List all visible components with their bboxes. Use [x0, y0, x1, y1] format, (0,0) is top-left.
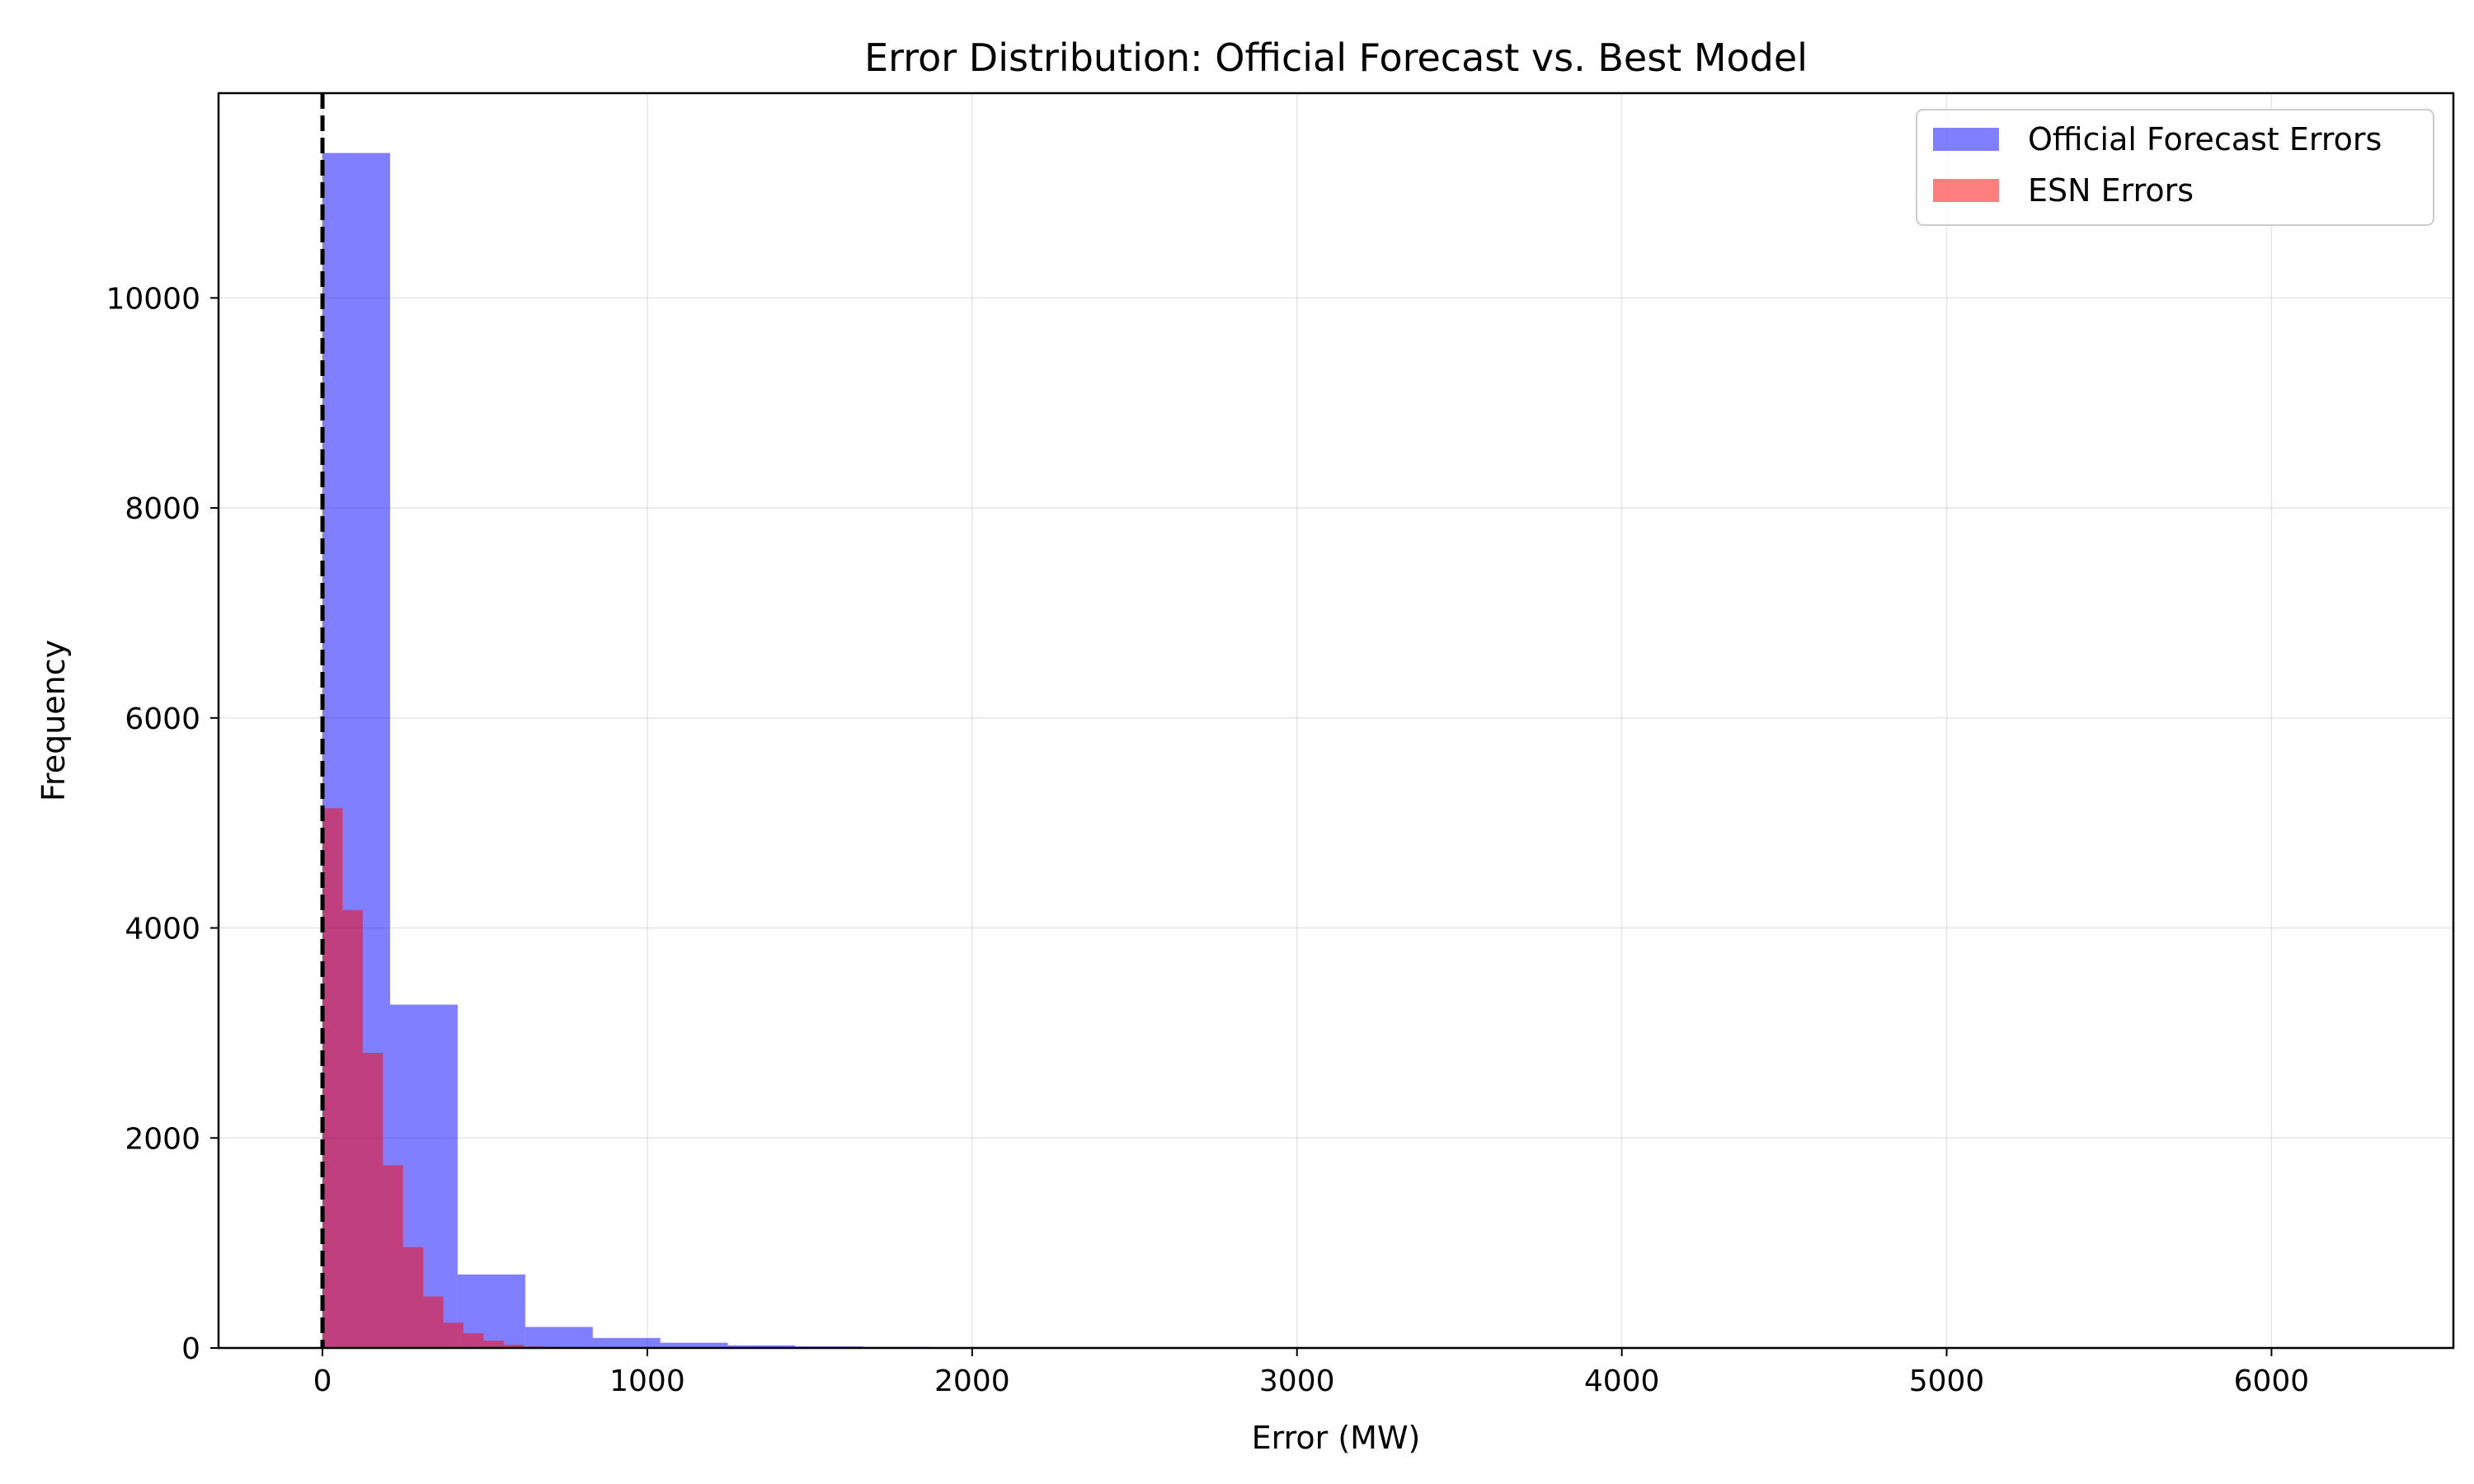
bar-official-forecast-errors — [524, 1327, 593, 1348]
ticks-layer: 0 1000 2000 3000 4000 5000 6000 0 2000 4000 6000 80… — [106, 282, 2309, 1398]
x-tick-label: 5000 — [1909, 1364, 1985, 1398]
x-tick-label: 1000 — [609, 1364, 685, 1398]
y-tick-label: 6000 — [125, 702, 200, 736]
bar-esn-errors — [322, 808, 343, 1348]
bar-esn-errors — [402, 1247, 424, 1348]
y-tick-label: 2000 — [125, 1122, 200, 1156]
y-tick-label: 0 — [181, 1332, 200, 1366]
chart-title: Error Distribution: Official Forecast vs… — [864, 35, 1808, 80]
bar-esn-errors — [443, 1322, 463, 1348]
plot-frame — [217, 92, 2455, 1350]
bar-official-forecast-errors — [592, 1337, 661, 1348]
x-tick-label: 0 — [313, 1364, 332, 1398]
legend-swatch — [1933, 179, 1999, 202]
x-tick-label: 4000 — [1584, 1364, 1660, 1398]
y-tick-label: 8000 — [125, 492, 200, 526]
bar-esn-errors — [423, 1296, 444, 1348]
y-tick-label: 10000 — [106, 282, 200, 316]
x-tick-label: 3000 — [1259, 1364, 1335, 1398]
legend-swatch — [1933, 128, 1999, 151]
bar-esn-errors — [362, 1053, 383, 1348]
bar-official-forecast-errors — [660, 1342, 728, 1348]
bar-esn-errors — [503, 1345, 524, 1348]
bar-esn-errors — [483, 1341, 504, 1348]
legend-label: ESN Errors — [2028, 172, 2194, 209]
legend-label: Official Forecast Errors — [2028, 121, 2382, 157]
bar-official-forecast-errors — [727, 1345, 796, 1348]
x-tick-label: 2000 — [934, 1364, 1010, 1398]
bar-esn-errors — [342, 909, 363, 1348]
bar-esn-errors — [383, 1165, 403, 1348]
y-axis-title: Frequency — [35, 640, 72, 801]
bars-layer — [322, 153, 931, 1348]
x-axis-title: Error (MW) — [1252, 1420, 1421, 1456]
legend: Official Forecast Errors ESN Errors — [1916, 109, 2434, 226]
y-tick-label: 4000 — [125, 913, 200, 946]
bar-esn-errors — [463, 1333, 484, 1348]
legend-box — [1916, 109, 2434, 226]
x-tick-label: 6000 — [2234, 1364, 2310, 1398]
